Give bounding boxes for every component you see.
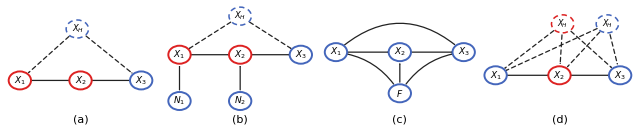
- FancyArrowPatch shape: [560, 35, 562, 63]
- Circle shape: [130, 71, 152, 89]
- Circle shape: [552, 15, 574, 33]
- Text: $X_2$: $X_2$: [394, 46, 406, 58]
- Circle shape: [609, 66, 631, 84]
- Text: $X_1$: $X_1$: [330, 46, 342, 58]
- FancyArrowPatch shape: [29, 36, 69, 73]
- Circle shape: [388, 43, 411, 61]
- Text: $X_3$: $X_3$: [135, 74, 147, 87]
- Text: $X_3$: $X_3$: [458, 46, 470, 58]
- Text: $X_2$: $X_2$: [554, 69, 566, 82]
- Text: $X_3$: $X_3$: [614, 69, 626, 82]
- Text: (b): (b): [232, 114, 248, 124]
- FancyArrowPatch shape: [86, 36, 132, 73]
- Text: $N_1$: $N_1$: [173, 95, 186, 107]
- FancyArrowPatch shape: [571, 31, 611, 67]
- Circle shape: [388, 84, 411, 102]
- FancyArrowPatch shape: [250, 22, 291, 48]
- FancyArrowPatch shape: [406, 54, 452, 84]
- Circle shape: [290, 46, 312, 64]
- FancyArrowPatch shape: [610, 35, 618, 64]
- Text: $X_2$: $X_2$: [74, 74, 86, 87]
- Text: $X_1$: $X_1$: [490, 69, 502, 82]
- Circle shape: [168, 92, 191, 110]
- Text: $X_1$: $X_1$: [173, 48, 186, 61]
- Circle shape: [229, 92, 252, 110]
- FancyArrowPatch shape: [506, 28, 597, 70]
- FancyArrowPatch shape: [505, 31, 554, 68]
- Circle shape: [452, 43, 475, 61]
- Circle shape: [69, 71, 92, 89]
- Text: (c): (c): [392, 114, 407, 124]
- Circle shape: [229, 7, 252, 25]
- Text: (a): (a): [73, 114, 88, 124]
- FancyArrowPatch shape: [344, 23, 454, 45]
- Circle shape: [324, 43, 347, 61]
- Circle shape: [66, 20, 88, 38]
- Text: (d): (d): [552, 114, 568, 124]
- Text: $X_{\!H}$: $X_{\!H}$: [557, 18, 568, 30]
- Text: $X_1$: $X_1$: [14, 74, 26, 87]
- Circle shape: [9, 71, 31, 89]
- Circle shape: [548, 66, 571, 84]
- Text: $X_{\!H}$: $X_{\!H}$: [602, 18, 613, 30]
- Text: $N_2$: $N_2$: [234, 95, 246, 107]
- Text: $X_2$: $X_2$: [234, 48, 246, 61]
- Text: $X_{\!H}$: $X_{\!H}$: [234, 10, 246, 22]
- Circle shape: [229, 46, 252, 64]
- Circle shape: [168, 46, 191, 64]
- Circle shape: [596, 15, 618, 33]
- FancyArrowPatch shape: [568, 32, 600, 67]
- FancyArrowPatch shape: [189, 22, 231, 48]
- FancyArrowPatch shape: [348, 54, 394, 84]
- Text: $X_{\!H}$: $X_{\!H}$: [72, 23, 83, 35]
- Text: $X_3$: $X_3$: [295, 48, 307, 61]
- Text: $F$: $F$: [396, 88, 403, 99]
- Circle shape: [484, 66, 507, 84]
